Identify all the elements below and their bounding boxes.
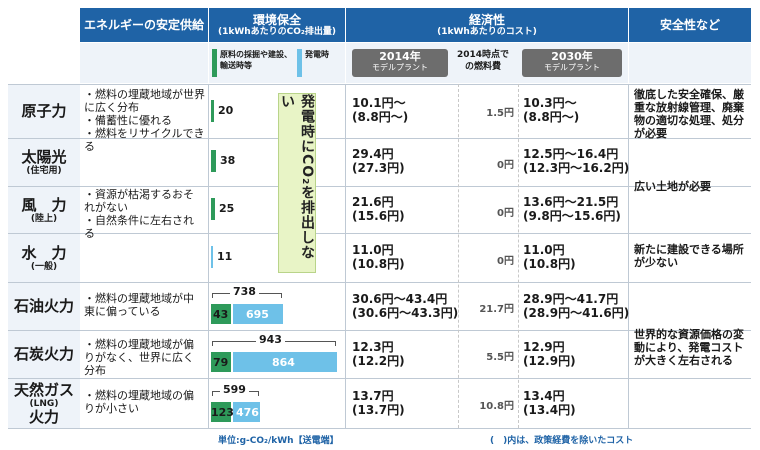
header-environment: 環境保全 (1kWhあたりのCO₂排出量) <box>209 8 345 42</box>
cost2030-oil: 28.9円〜41.7円 (28.9円〜41.6円) <box>523 292 630 320</box>
no-co2-note: 発電時にCO₂を排出しない <box>278 93 316 273</box>
cost2014-solar: 29.4円 (27.3円) <box>352 147 405 175</box>
row-label-coal: 石炭火力 <box>8 331 80 378</box>
safety-solar-wind: 広い土地が必要 <box>634 180 711 193</box>
cost2014-nuclear: 10.1円〜 (8.8円〜) <box>352 96 409 124</box>
row-label-oil: 石油火力 <box>8 283 80 330</box>
co2-blue-value-oil: 695 <box>246 308 269 321</box>
fuel-oil: 21.7円 <box>479 304 514 315</box>
supply-renewables: ・資源が枯渇するおそれがない ・自然条件に左右される <box>84 188 194 240</box>
fuel-nuclear: 1.5円 <box>486 108 514 119</box>
fuel-solar: 0円 <box>497 160 514 171</box>
co2-blue-value-lng: 476 <box>236 406 259 419</box>
header-economy: 経済性 (1kWhあたりのコスト) <box>346 8 628 42</box>
co2-green-value-oil: 43 <box>213 308 229 321</box>
divider <box>208 84 209 428</box>
row-label-lng: 天然ガス (LNG) 火力 <box>8 379 80 428</box>
co2-bar-hydro <box>211 246 213 268</box>
year-2030-badge: 2030年 モデルプラント <box>522 49 622 77</box>
co2-bar-solar <box>211 150 216 172</box>
footer-note: ( )内は、政策経費を除いたコスト <box>490 436 634 446</box>
subheader-economy: 2014年 モデルプラント 2014時点での燃料費 2030年 モデルプラント <box>346 43 628 83</box>
co2-green-value-coal: 79 <box>213 356 229 369</box>
co2-green-bar-coal <box>211 352 231 372</box>
supply-nuclear: ・燃料の埋蔵地域が世界に広く分布 ・備蓄性に優れる ・燃料をリサイクルできる <box>84 88 205 153</box>
cost2030-solar: 12.5円〜16.4円 (12.3円〜16.2円) <box>523 147 630 175</box>
co2-blue-value-coal: 864 <box>272 356 295 369</box>
row-label-solar: 太陽光 (住宅用) <box>8 139 80 186</box>
cost2030-wind: 13.6円〜21.5円 (9.8円〜15.6円) <box>523 195 621 223</box>
subheader-safety-blank <box>629 43 751 83</box>
supply-oil: ・燃料の埋蔵地域が中東に偏っている <box>84 292 194 318</box>
cost2014-oil: 30.6円〜43.4円 (30.6円〜43.3円) <box>352 292 459 320</box>
cost2014-wind: 21.6円 (15.6円) <box>352 195 405 223</box>
divider <box>8 378 751 379</box>
legend-green-swatch <box>212 49 217 77</box>
co2-green-bar-oil <box>211 304 231 324</box>
fuel-wind: 0円 <box>497 208 514 219</box>
fuel-lng: 10.8円 <box>479 401 514 412</box>
legend-blue-label: 発電時 <box>305 50 329 59</box>
supply-coal: ・燃料の埋蔵地域が偏りがなく、世界に広く分布 <box>84 338 194 377</box>
safety-nuclear: 徹底した安全確保、厳重な放射線管理、廃棄物の適切な処理、処分が必要 <box>634 88 744 140</box>
footer-unit: 単位:g-CO₂/kWh【送電端】 <box>218 436 339 446</box>
co2-total-lng: 599 <box>220 383 249 396</box>
subheader-legend: 原料の採掘や建設、輸送時等 発電時 <box>209 43 345 83</box>
co2-bar-wind <box>211 198 215 220</box>
co2-blue-bar-oil <box>233 304 283 324</box>
year-2014-badge: 2014年 モデルプラント <box>352 49 448 77</box>
co2-total-coal: 943 <box>256 333 285 346</box>
co2-value-solar: 38 <box>220 154 236 167</box>
divider <box>628 84 629 428</box>
supply-lng: ・燃料の埋蔵地域の偏りが小さい <box>84 389 194 415</box>
fuel-coal: 5.5円 <box>486 352 514 363</box>
fuel-hydro: 0円 <box>497 256 514 267</box>
row-label-wind: 風 力 (陸上) <box>8 187 80 233</box>
cost2030-coal: 12.9円 (12.9円) <box>523 340 576 368</box>
header-safety: 安全性など <box>629 8 751 42</box>
cost2014-hydro: 11.0円 (10.8円) <box>352 243 405 271</box>
co2-bar-nuclear <box>211 100 214 122</box>
divider <box>8 84 751 85</box>
safety-thermal: 世界的な資源価格の変動により、発電コストが大きく左右される <box>634 328 744 367</box>
cost2030-nuclear: 10.3円〜 (8.8円〜) <box>523 96 580 124</box>
co2-value-nuclear: 20 <box>218 104 234 117</box>
cost2014-lng: 13.7円 (13.7円) <box>352 389 405 417</box>
divider <box>518 84 519 428</box>
divider <box>8 233 751 234</box>
divider <box>458 84 459 428</box>
divider <box>345 84 346 428</box>
cost2014-coal: 12.3円 (12.2円) <box>352 340 405 368</box>
divider <box>8 138 751 139</box>
co2-blue-bar-coal <box>233 352 337 372</box>
co2-green-value-lng: 123 <box>211 406 234 419</box>
subheader-blank <box>80 43 208 83</box>
divider <box>8 330 751 331</box>
legend-blue-swatch <box>297 49 302 77</box>
divider <box>8 282 751 283</box>
co2-value-wind: 25 <box>219 202 235 215</box>
row-label-hydro: 水 力 (一般) <box>8 234 80 282</box>
divider <box>8 428 751 429</box>
co2-total-oil: 738 <box>230 285 259 298</box>
safety-hydro: 新たに建設できる場所が少ない <box>634 243 744 269</box>
co2-green-bar-lng <box>211 402 231 422</box>
row-label-nuclear: 原子力 <box>8 85 80 138</box>
co2-blue-bar-lng <box>233 402 260 422</box>
fuel-cost-header: 2014時点での燃料費 <box>456 50 510 72</box>
co2-value-hydro: 11 <box>217 250 233 263</box>
header-supply: エネルギーの安定供給 <box>80 8 208 42</box>
legend-green-label: 原料の採掘や建設、輸送時等 <box>220 50 292 70</box>
cost2030-hydro: 11.0円 (10.8円) <box>523 243 576 271</box>
cost2030-lng: 13.4円 (13.4円) <box>523 389 576 417</box>
divider <box>8 186 751 187</box>
